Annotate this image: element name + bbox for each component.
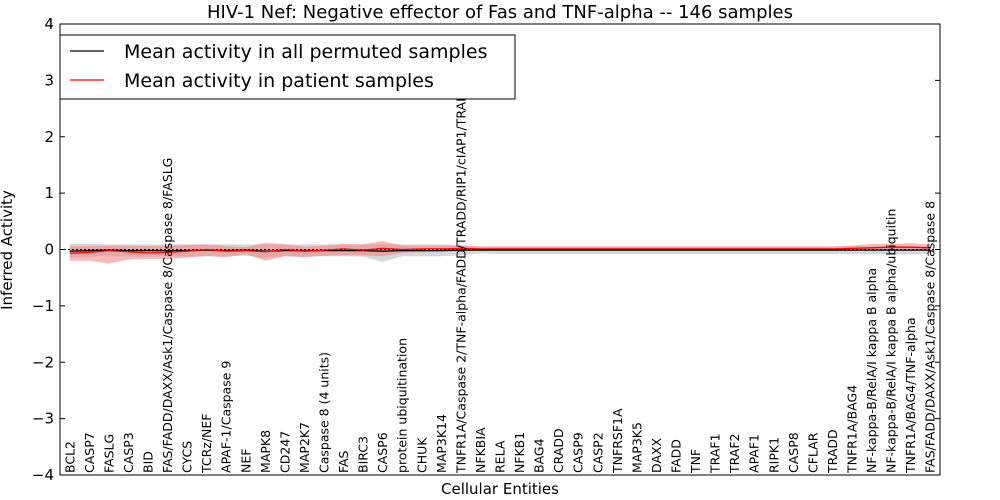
x-tick-labels: BCL2 CASP7 FASLG CASP3 BID FAS/FADD/DAXX/Ask1… [62,87,937,474]
x-tick-label: APAF-1/Caspase 9 [219,361,234,473]
y-tick-label: 0 [44,241,54,259]
x-tick-label: MAP3K5 [629,422,644,473]
y-tick-label: 4 [44,15,54,33]
x-tick-label: TRAF2 [727,434,742,475]
legend: Mean activity in all permuted samples Me… [59,34,516,100]
x-tick-label: protein ubiquitination [395,338,410,473]
y-tick-label: 1 [44,184,54,202]
x-tick-label: FAS [336,450,351,473]
legend-label-permuted: Mean activity in all permuted samples [124,41,487,63]
x-tick-label: TNFR1A/Caspase 2/TNF-alpha/FADD/TRADD/RI… [453,87,468,474]
y-tick-label: −1 [32,297,54,315]
x-tick-label: CRADD [551,428,566,473]
x-tick-label: RIPK1 [766,437,781,473]
x-tick-label: BID [141,451,156,473]
x-tick-label: BAG4 [532,438,547,473]
series-lines [69,246,931,255]
y-tick-label: −4 [32,466,54,484]
x-tick-label: CASP8 [786,432,801,473]
x-tick-label: CASP6 [375,432,390,473]
x-tick-label: BCL2 [62,441,77,473]
x-tick-label: TCRz/NEF [199,414,214,475]
x-tick-label: DAXX [649,437,664,473]
x-tick-label: BIRC3 [356,436,371,473]
x-tick-label: NF-kappa-B/RelA/I kappa B alpha [864,268,879,473]
x-tick-label: CYCS [180,441,195,473]
x-tick-label: CFLAR [805,432,820,473]
y-tick-label: 2 [44,128,54,146]
x-tick-label: NEF [238,449,253,473]
x-tick-label: NF-kappa-B/RelA/I kappa B alpha/ubiquiti… [884,209,899,473]
x-tick-label: APAF1 [747,434,762,473]
x-tick-label: MAPK8 [258,430,273,473]
y-axis-ticks: 4 3 2 1 0 −1 −2 −3 −4 [32,15,940,484]
x-tick-label: NFKBIA [473,427,488,473]
series-band-1 [69,241,931,264]
x-tick-label: FASLG [101,434,116,473]
x-tick-label: TNF [688,449,703,474]
legend-label-patient: Mean activity in patient samples [124,70,434,92]
chart-title: HIV-1 Nef: Negative effector of Fas and … [207,2,793,23]
x-tick-label: TNFR1A/BAG4/TNF-alpha [903,317,918,474]
y-tick-label: −2 [32,353,54,371]
x-tick-label: CASP7 [82,432,97,473]
x-tick-label: CD247 [277,431,292,473]
x-tick-label: TRADD [825,429,840,474]
x-tick-label: TRAF1 [708,433,723,474]
x-tick-label: FAS/FADD/DAXX/Ask1/Caspase 8/Caspase 8/F… [160,158,175,473]
legend-box [59,34,516,100]
x-tick-label: TNFRSF1A [610,408,625,474]
x-tick-label: FAS/FADD/DAXX/Ask1/Caspase 8/Caspase 8 [923,201,938,473]
x-tick-label: MAP2K7 [297,422,312,473]
series-line-1 [69,246,931,255]
x-axis-label: Cellular Entities [441,480,559,498]
x-tick-label: CHUK [414,437,429,473]
y-axis-label: Inferred Activity [0,190,16,310]
x-tick-label: RELA [493,440,508,473]
x-tick-label: CASP3 [121,432,136,473]
y-tick-label: 3 [44,71,54,89]
x-tick-label: CASP2 [590,432,605,473]
x-tick-label: NFKB1 [512,432,527,473]
x-tick-label: FADD [669,439,684,473]
x-tick-label: Caspase 8 (4 units) [317,352,332,473]
x-tick-label: MAP3K14 [434,414,449,473]
x-tick-label: CASP9 [571,432,586,473]
x-tick-label: TNFR1A/BAG4 [845,385,860,474]
y-tick-label: −3 [32,410,54,428]
